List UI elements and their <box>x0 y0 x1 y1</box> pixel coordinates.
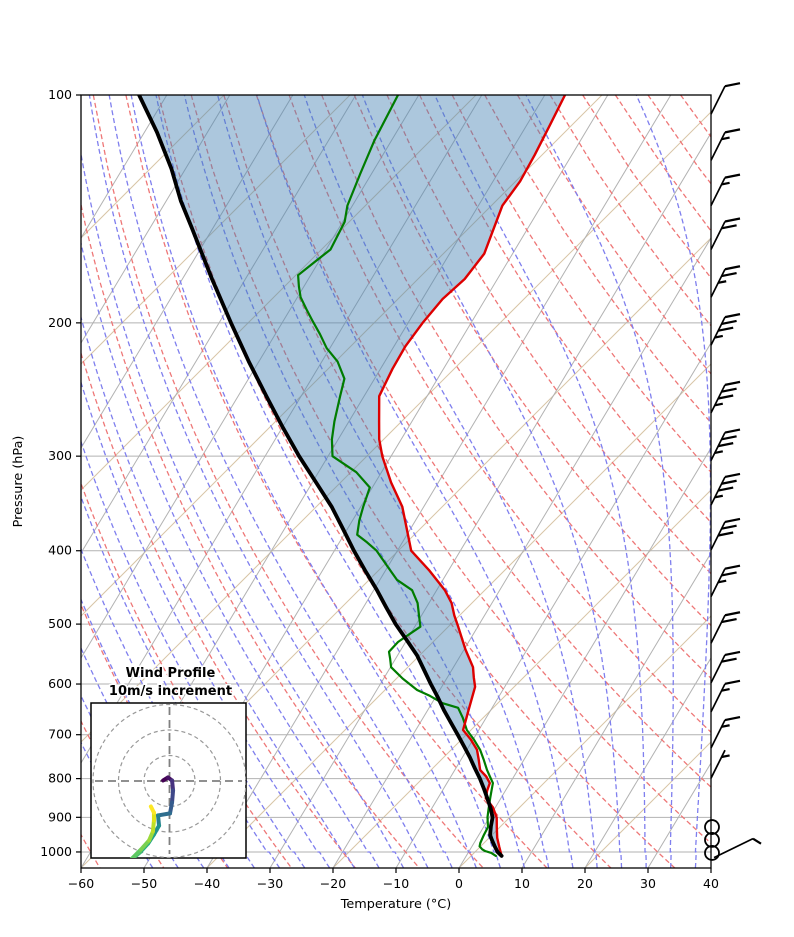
wind-barb <box>710 715 741 749</box>
y-axis: 100 200 300 400 500 600 700 800 900 1000 <box>40 87 81 859</box>
wind-barb <box>710 517 741 551</box>
y-tick-label: 900 <box>48 809 72 824</box>
y-tick-label: 100 <box>48 87 72 102</box>
moist-adiabats <box>81 95 711 868</box>
axes: −60 −50 −40 −30 −20 −10 0 10 20 30 40 100 200 300 400 5… <box>11 87 719 912</box>
cin-shading <box>139 95 565 856</box>
x-tick-label: −60 <box>68 876 94 891</box>
x-tick-label: −20 <box>320 876 346 891</box>
temperature-curve <box>377 95 567 858</box>
wind-barb <box>710 679 741 713</box>
y-tick-label: 400 <box>48 543 72 558</box>
parcel-curve <box>137 95 504 858</box>
calm-wind-circle <box>704 832 720 848</box>
x-tick-label: 0 <box>455 876 463 891</box>
wind-barb <box>710 265 741 298</box>
x-tick-label: −50 <box>131 876 157 891</box>
calm-wind-circle <box>704 845 720 861</box>
y-tick-label: 700 <box>48 727 72 742</box>
wind-barb <box>710 313 741 346</box>
wind-barb <box>710 749 730 779</box>
x-tick-label: 10 <box>514 876 530 891</box>
surface-wind-barb <box>713 837 762 859</box>
x-tick-label: −40 <box>194 876 220 891</box>
hodograph-box <box>90 702 247 859</box>
hodograph-trace <box>129 775 176 858</box>
y-axis-label: Pressure (hPa) <box>11 436 26 528</box>
hodograph-inset: Wind Profile 10m/s increment <box>90 665 247 859</box>
profile-curves <box>137 95 567 858</box>
hodograph-grid <box>92 703 246 858</box>
hodograph-subtitle: 10m/s increment <box>109 684 232 699</box>
x-tick-label: −10 <box>383 876 409 891</box>
y-tick-label: 300 <box>48 448 72 463</box>
x-tick-label: −30 <box>257 876 283 891</box>
wind-barb <box>710 650 741 684</box>
x-axis-label: Temperature (°C) <box>340 897 451 912</box>
y-tick-label: 1000 <box>40 844 72 859</box>
y-tick-label: 600 <box>48 676 72 691</box>
calm-wind-circle <box>704 819 720 835</box>
y-tick-label: 800 <box>48 771 72 786</box>
x-tick-label: 40 <box>703 876 719 891</box>
wind-barb <box>710 380 741 414</box>
x-tick-label: 30 <box>640 876 656 891</box>
dewpoint-curve <box>297 95 497 857</box>
x-tick-label: 20 <box>577 876 593 891</box>
x-axis: −60 −50 −40 −30 −20 −10 0 10 20 30 40 <box>68 868 719 891</box>
wind-barb <box>710 472 741 506</box>
wind-barbs <box>704 82 762 861</box>
wind-barb <box>710 428 741 461</box>
wind-barb <box>710 564 741 598</box>
y-tick-label: 200 <box>48 315 72 330</box>
hodograph-title: Wind Profile <box>126 666 216 681</box>
wind-barb <box>710 173 741 206</box>
wind-barb <box>710 217 741 250</box>
y-tick-label: 500 <box>48 616 72 631</box>
wind-barb <box>710 128 741 161</box>
wind-barb <box>710 82 741 115</box>
wind-barb <box>710 611 741 644</box>
